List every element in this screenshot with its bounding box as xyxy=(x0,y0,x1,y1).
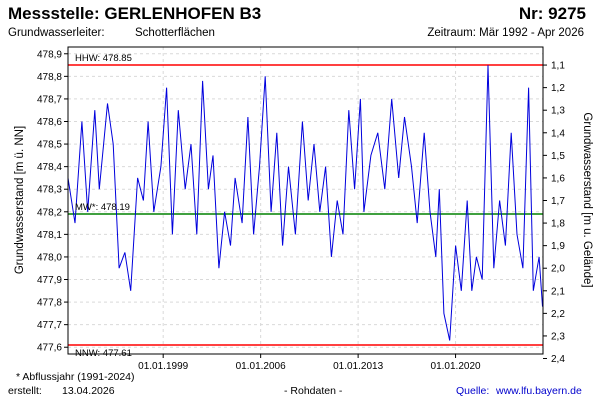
grid-lines xyxy=(68,47,543,354)
right-tick-label: 2,0 xyxy=(551,264,565,275)
reference-lines xyxy=(68,64,543,346)
right-tick-label: 2,4 xyxy=(551,354,565,365)
mw-label: MW*: 478.19 xyxy=(75,202,130,213)
footnote: * Abflussjahr (1991-2024) xyxy=(16,371,135,383)
right-tick-label: 1,4 xyxy=(551,128,565,139)
y-tick-label: 478,7 xyxy=(37,94,62,105)
y-tick-label: 478,2 xyxy=(37,207,62,218)
right-tick-label: 1,1 xyxy=(551,61,565,72)
y-tick-label: 478,4 xyxy=(37,162,62,173)
x-tick-label: 01.01.2020 xyxy=(431,361,481,372)
x-tick-label: 01.01.1999 xyxy=(138,361,188,372)
right-tick-label: 1,8 xyxy=(551,219,565,230)
y-tick-label: 478,8 xyxy=(37,72,62,83)
x-tick-label: 01.01.2013 xyxy=(333,361,383,372)
reference-labels: HHW: 478.85 MW*: 478.19 NNW: 477.61 xyxy=(75,53,132,359)
right-tick-label: 2,2 xyxy=(551,309,565,320)
y-tick-label: 478,9 xyxy=(37,49,62,60)
series-line xyxy=(67,65,543,341)
y-tick-label: 477,9 xyxy=(37,275,62,286)
y-tick-label: 478,3 xyxy=(37,185,62,196)
aquifer-value: Schotterflächen xyxy=(135,27,215,39)
aquifer-label: Grundwasserleiter: xyxy=(8,27,105,39)
y-tick-label: 478,5 xyxy=(37,140,62,151)
station-number: Nr: 9275 xyxy=(518,4,586,23)
y-tick-label: 478,0 xyxy=(37,252,62,263)
y-tick-label: 478,1 xyxy=(37,230,62,241)
period-label: Zeitraum: Mär 1992 - Apr 2026 xyxy=(427,27,584,39)
y-tick-label: 477,6 xyxy=(37,343,62,354)
right-tick-label: 1,6 xyxy=(551,173,565,184)
left-axis: 477,6 477,7 477,8 477,9 478,0 478,1 478,2 478,3… xyxy=(37,49,68,354)
right-tick-label: 2,3 xyxy=(551,331,565,342)
y-axis-label-right: Grundwasserstand [m u. Gelände] xyxy=(581,112,593,287)
created-label: erstellt: xyxy=(8,385,42,397)
x-tick-label: 01.01.2006 xyxy=(236,361,286,372)
plot-area xyxy=(68,47,543,354)
created-date: 13.04.2026 xyxy=(62,385,115,397)
right-tick-label: 1,2 xyxy=(551,83,565,94)
nnw-label: NNW: 477.61 xyxy=(75,348,132,359)
right-tick-label: 1,5 xyxy=(551,151,565,162)
source-label: Quelle: xyxy=(456,385,490,397)
right-tick-label: 2,1 xyxy=(551,286,565,297)
right-tick-label: 1,9 xyxy=(551,241,565,252)
y-tick-label: 477,7 xyxy=(37,320,62,331)
x-axis: 01.01.1999 01.01.2006 01.01.2013 01.01.2020 xyxy=(138,354,481,372)
right-axis: 1,1 1,2 1,3 1,4 1,5 1,6 1,7 1,8 1,9 2,0 2,1 2,2 2,3 2… xyxy=(543,61,565,365)
y-axis-label-left: Grundwasserstand [m ü. NN] xyxy=(14,126,26,274)
data-type-label: - Rohdaten - xyxy=(284,385,343,397)
right-tick-label: 1,7 xyxy=(551,196,565,207)
y-tick-label: 478,6 xyxy=(37,117,62,128)
source-link[interactable]: www.lfu.bayern.de xyxy=(496,385,582,397)
station-title: Messstelle: GERLENHOFEN B3 xyxy=(8,4,262,23)
hhw-label: HHW: 478.85 xyxy=(75,53,132,64)
y-tick-label: 477,8 xyxy=(37,298,62,309)
right-tick-label: 1,3 xyxy=(551,106,565,117)
